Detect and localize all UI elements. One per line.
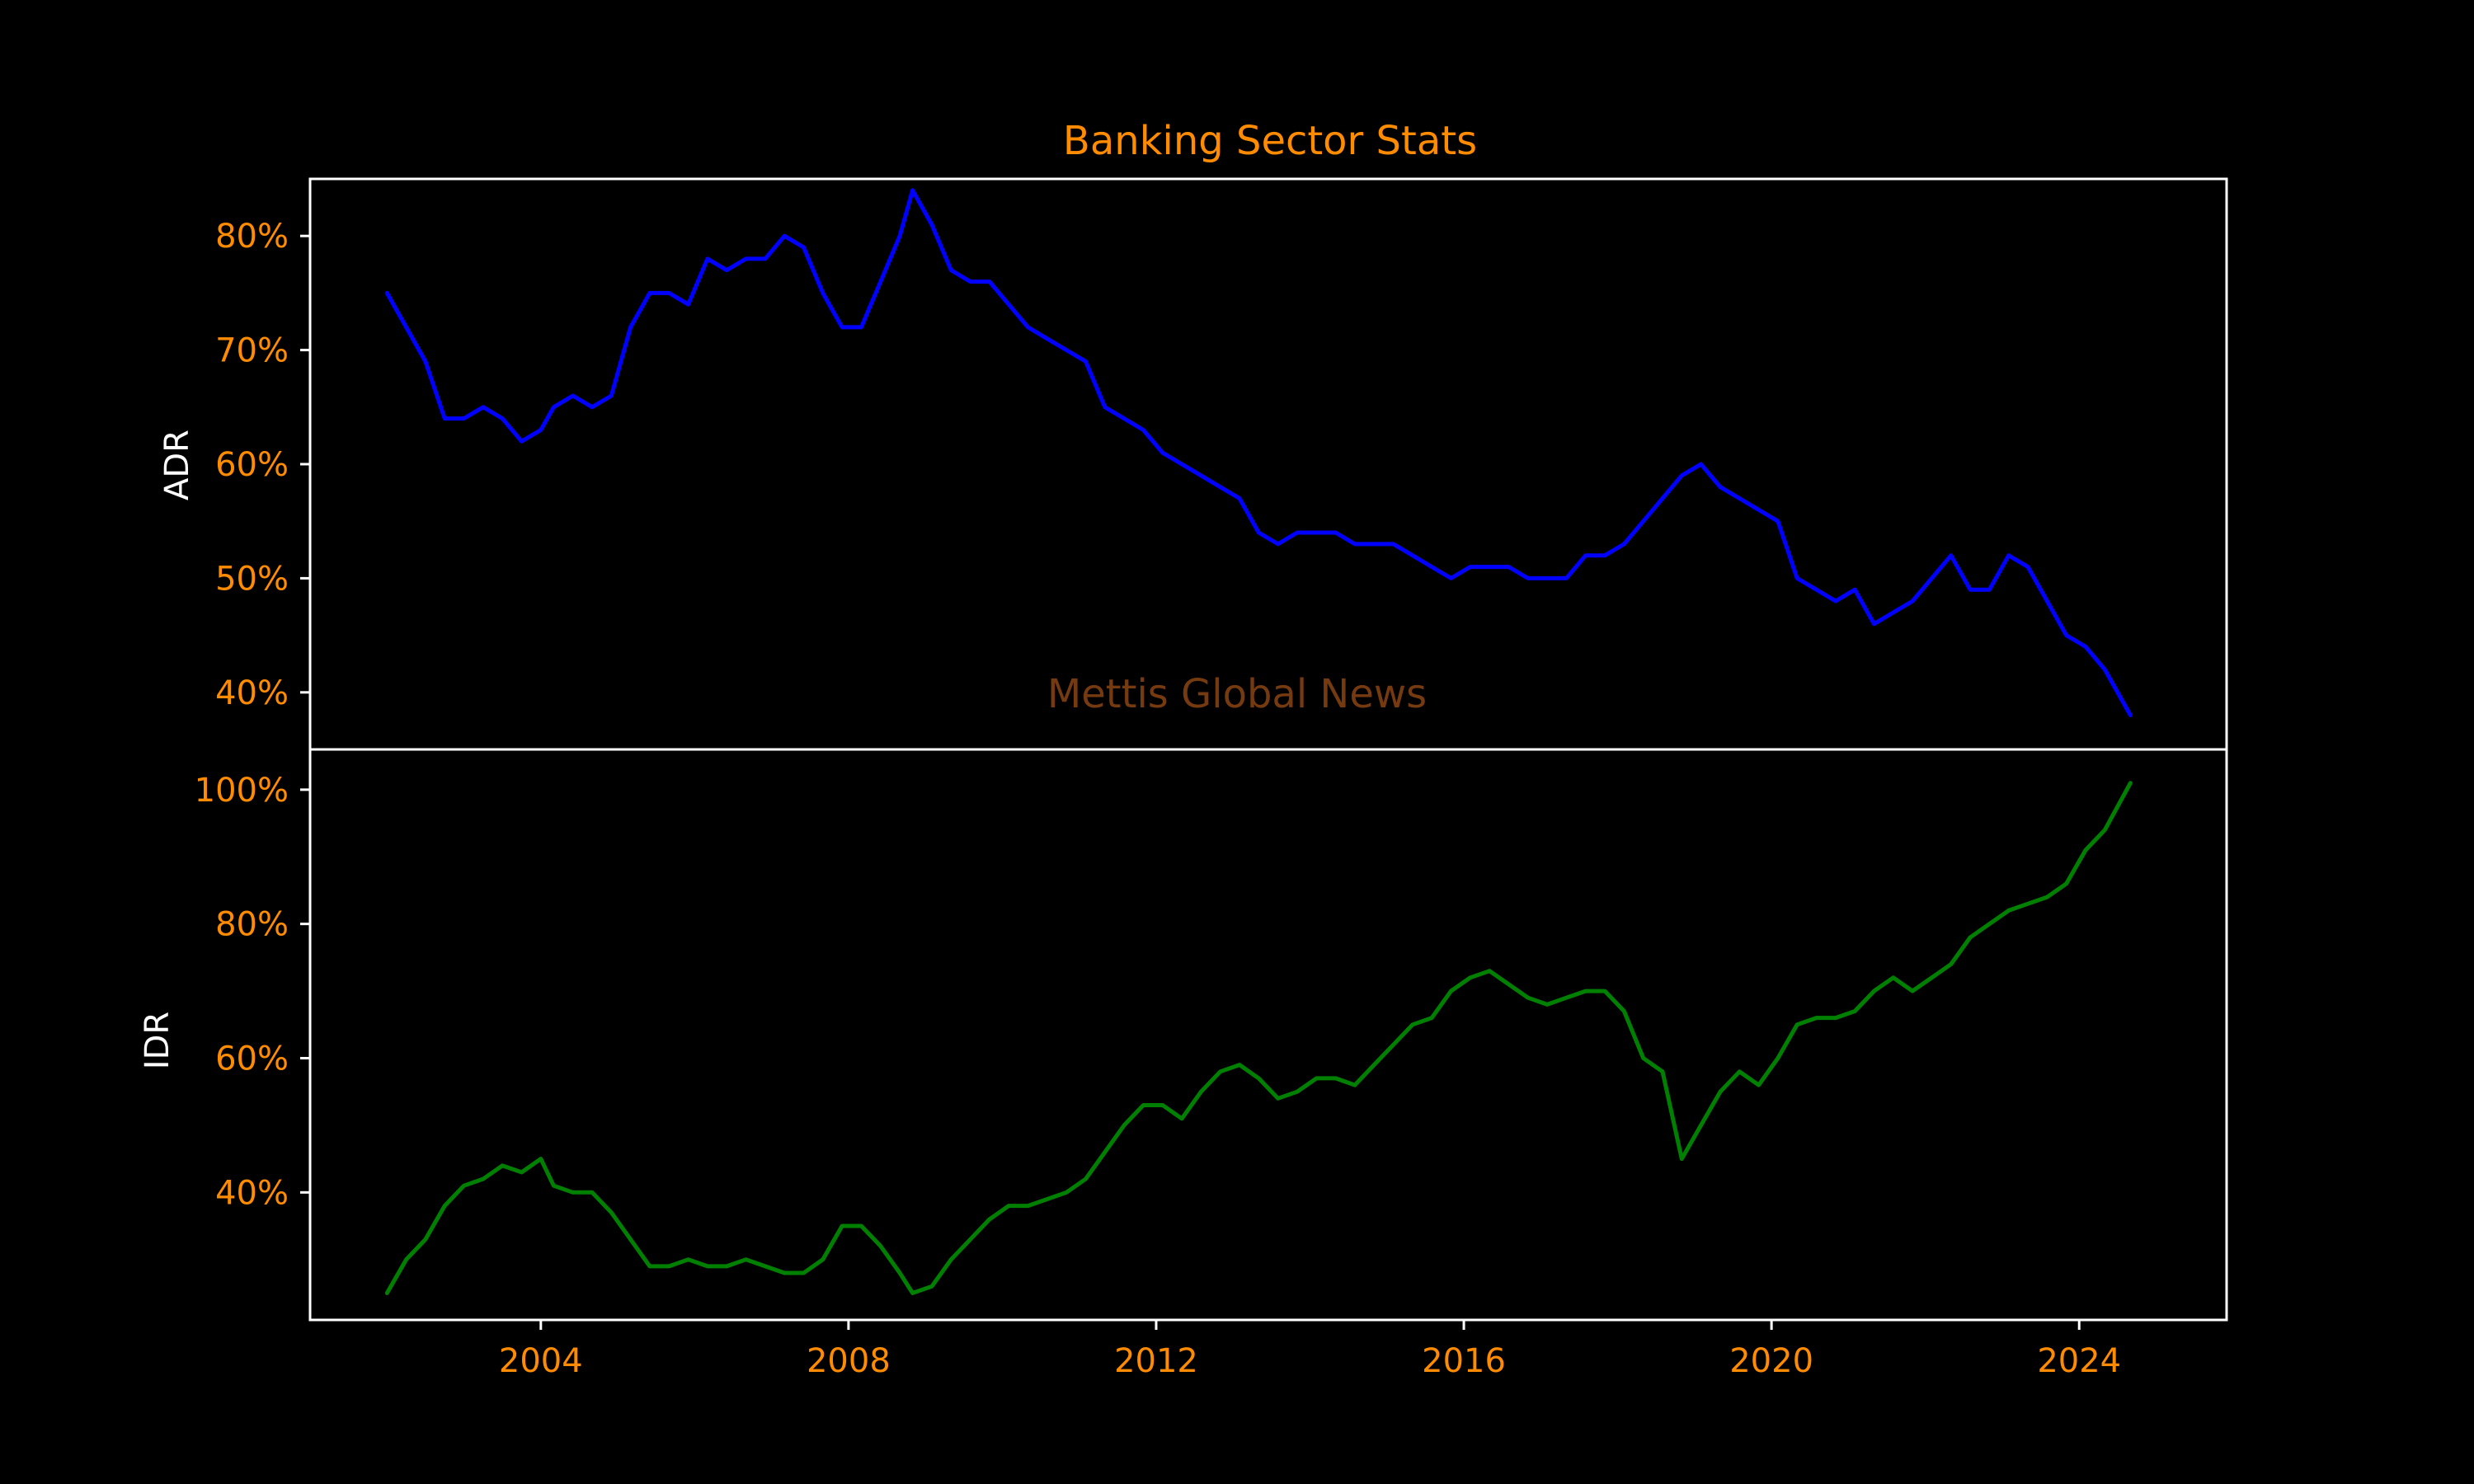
adr-ytick-label: 70%	[215, 332, 289, 370]
adr-series-line	[384, 188, 2133, 717]
idr-ytick-label: 60%	[215, 1040, 289, 1078]
idr-series-line	[384, 781, 2133, 1295]
xtick-label: 2008	[807, 1342, 891, 1380]
xtick-label: 2004	[499, 1342, 583, 1380]
idr-plot-frame	[308, 748, 2228, 1322]
adr-ytick-label: 80%	[215, 218, 289, 256]
adr-ytick-label: 50%	[215, 560, 289, 598]
idr-ytick-label: 100%	[195, 772, 289, 810]
chart-title: Banking Sector Stats	[1063, 118, 1477, 164]
adr-axis-label: ADR	[158, 430, 196, 500]
adr-ytick-label: 60%	[215, 446, 289, 484]
xtick-label: 2024	[2037, 1342, 2121, 1380]
idr-panel: 40% 60% 80% 100%	[195, 748, 2228, 1322]
xtick-label: 2012	[1114, 1342, 1198, 1380]
x-axis: 2004 2008 2012 2016 2020 2024	[499, 1320, 2121, 1380]
watermark-text: Mettis Global News	[1047, 671, 1427, 717]
idr-axis-label: IDR	[139, 1012, 176, 1069]
idr-ytick-label: 40%	[215, 1174, 289, 1212]
idr-ytick-label: 80%	[215, 906, 289, 944]
xtick-label: 2020	[1729, 1342, 1813, 1380]
adr-ytick-label: 40%	[215, 674, 289, 712]
xtick-label: 2016	[1422, 1342, 1506, 1380]
